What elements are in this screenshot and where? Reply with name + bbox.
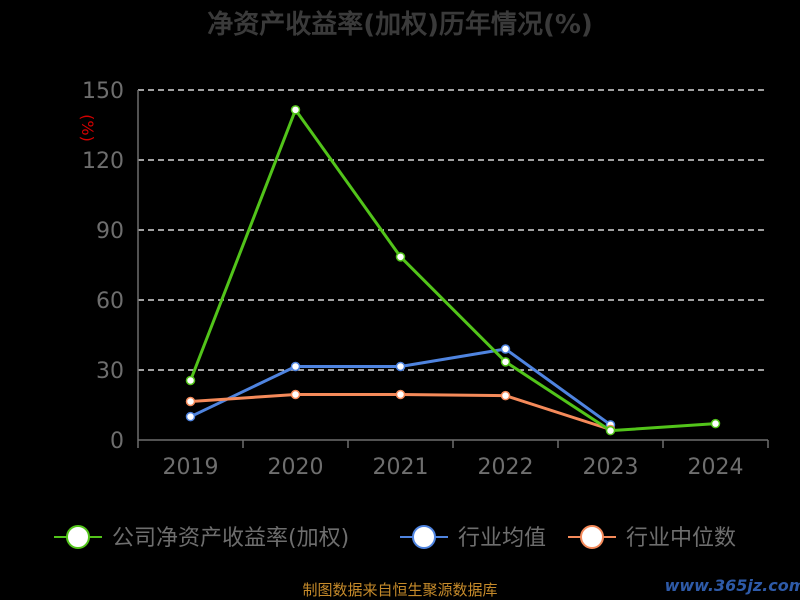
- y-axis-label: (%): [78, 114, 97, 142]
- y-tick-label: 150: [82, 79, 124, 104]
- data-point[interactable]: [290, 105, 301, 115]
- data-point[interactable]: [185, 396, 196, 407]
- data-point[interactable]: [710, 418, 721, 429]
- legend-marker: [66, 525, 90, 549]
- data-point[interactable]: [395, 252, 406, 262]
- data-point[interactable]: [395, 389, 406, 400]
- series-line: [190, 393, 611, 431]
- data-point[interactable]: [605, 425, 616, 436]
- data-point[interactable]: [395, 361, 406, 372]
- legend-label[interactable]: 行业均值: [458, 526, 546, 551]
- data-point[interactable]: [500, 357, 511, 367]
- y-tick-label: 60: [96, 289, 124, 314]
- data-point[interactable]: [185, 411, 196, 422]
- watermark: www.365jz.com: [665, 576, 800, 595]
- legend-marker: [580, 525, 604, 549]
- x-tick-label: 2023: [583, 455, 639, 480]
- chart-title: 净资产收益率(加权)历年情况(%): [207, 9, 593, 40]
- legend-label[interactable]: 行业中位数: [626, 526, 736, 551]
- data-point[interactable]: [290, 389, 301, 400]
- series-line: [189, 108, 716, 433]
- y-tick-label: 0: [110, 429, 124, 454]
- x-tick-label: 2020: [268, 455, 324, 480]
- data-point[interactable]: [185, 375, 196, 386]
- series-layer: [185, 105, 721, 436]
- data-point[interactable]: [290, 361, 301, 372]
- x-tick-label: 2022: [478, 455, 534, 480]
- x-tick-label: 2021: [373, 455, 429, 480]
- axes: 0 30 60 90 120 150 2019 2020 2021 2022 2023 2024: [82, 79, 769, 480]
- data-point[interactable]: [500, 390, 511, 401]
- x-tick-label: 2019: [163, 455, 219, 480]
- data-point[interactable]: [500, 344, 511, 354]
- gridlines: [138, 89, 768, 371]
- legend-marker: [412, 525, 436, 549]
- series-line: [189, 347, 612, 427]
- x-tick-label: 2024: [688, 455, 744, 480]
- y-tick-label: 90: [96, 219, 124, 244]
- y-tick-label: 120: [82, 149, 124, 174]
- y-tick-label: 30: [96, 359, 124, 384]
- legend[interactable]: 公司净资产收益率(加权) 行业均值 行业中位数: [54, 525, 736, 551]
- legend-label[interactable]: 公司净资产收益率(加权): [112, 526, 349, 551]
- footer-source: 制图数据来自恒生聚源数据库: [302, 581, 497, 599]
